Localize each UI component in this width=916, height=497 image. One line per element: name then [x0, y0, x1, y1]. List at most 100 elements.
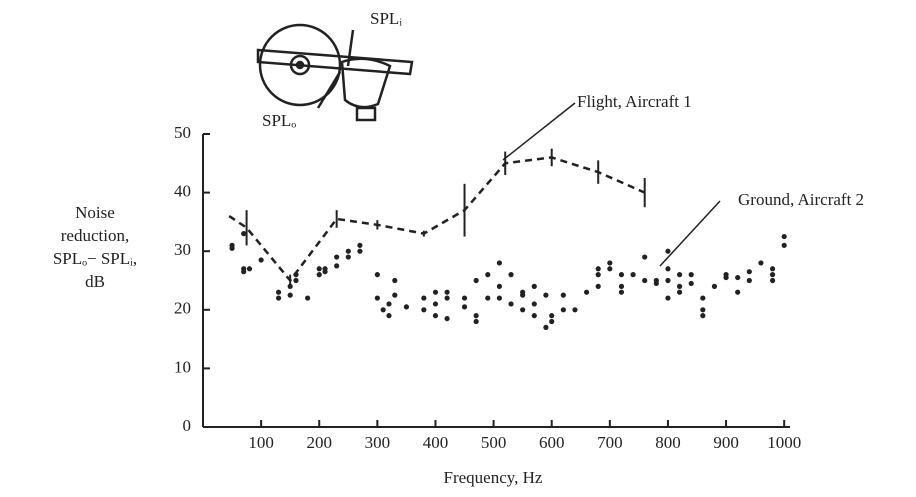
leader-line: [502, 102, 576, 161]
ground-point: [642, 254, 648, 260]
ground-point: [345, 248, 351, 254]
y-axis-label-line: reduction,: [61, 226, 129, 245]
x-tick-label: 600: [539, 433, 565, 452]
ground-point: [293, 277, 299, 284]
ground-point: [246, 266, 253, 272]
y-tick-label: 20: [174, 299, 191, 318]
ground-point: [473, 277, 479, 284]
diagram-label: SPLᵢ: [370, 9, 402, 28]
ground-point: [508, 272, 514, 278]
ground-point: [607, 260, 613, 266]
x-tick-label: 1000: [767, 433, 801, 452]
ground-point: [746, 269, 752, 275]
ground-point: [700, 307, 706, 313]
y-tick-label: 0: [183, 416, 192, 435]
ground-point: [444, 295, 450, 301]
y-axis-label: Noise reduction, SPLₒ− SPLᵢ, dB: [53, 203, 137, 291]
ground-point: [700, 313, 706, 319]
x-tick-label: 400: [423, 433, 449, 452]
ground-point: [746, 277, 752, 284]
ground-point: [392, 292, 398, 298]
ground-point: [305, 295, 311, 301]
ground-point: [607, 266, 613, 272]
leader-line: [659, 200, 721, 267]
annotation: Flight, Aircraft 1: [577, 92, 692, 111]
ground-point: [549, 318, 555, 325]
ground-point: [241, 269, 247, 275]
ground-point: [543, 324, 549, 330]
ground-point: [560, 292, 566, 298]
y-axis-label-line: Noise: [75, 203, 115, 222]
ground-point: [520, 307, 526, 313]
ground-point: [676, 289, 683, 295]
ground-point: [496, 283, 503, 289]
ground-point: [508, 301, 514, 307]
ground-point: [432, 301, 439, 307]
ground-point: [769, 266, 776, 272]
ground-point: [665, 266, 671, 272]
ground-point: [334, 263, 340, 269]
ground-point: [496, 295, 503, 301]
x-tick-label: 800: [655, 433, 681, 452]
x-tick-label: 900: [713, 433, 739, 452]
ground-point: [531, 301, 537, 307]
ground-point: [531, 283, 537, 289]
ground-point: [258, 257, 264, 263]
ground-point: [386, 313, 392, 319]
ground-point: [316, 266, 322, 272]
ground-point: [618, 289, 625, 295]
ground-point: [421, 307, 427, 313]
ground-point: [386, 301, 392, 307]
ground-point: [444, 289, 450, 295]
flight-line: [228, 156, 646, 283]
ground-point: [432, 313, 439, 319]
ground-point: [275, 289, 282, 295]
ground-point: [473, 313, 479, 319]
ground-point: [334, 254, 340, 260]
y-tick-label: 10: [174, 357, 191, 376]
ground-point: [485, 295, 491, 301]
ground-point: [642, 277, 648, 284]
ground-point: [653, 280, 659, 287]
ground-point: [392, 277, 398, 284]
ground-point: [595, 283, 601, 289]
ground-point: [357, 242, 363, 248]
ground-point: [357, 248, 363, 254]
ground-point: [520, 292, 526, 298]
ground-point: [403, 304, 410, 310]
ground-point: [461, 295, 468, 301]
y-tick-label: 50: [174, 123, 191, 142]
ground-point: [374, 295, 380, 301]
ground-point: [700, 295, 706, 301]
annotation: Ground, Aircraft 2: [738, 190, 864, 209]
ground-point: [572, 307, 578, 313]
ground-point: [432, 289, 439, 295]
ground-point: [735, 274, 741, 281]
x-tick-label: 300: [365, 433, 391, 452]
ground-point: [316, 272, 322, 278]
ground-point: [769, 277, 776, 284]
ground-point: [618, 283, 625, 289]
ground-point: [735, 289, 741, 295]
ground-point: [549, 313, 555, 319]
x-axis-label: Frequency, Hz: [444, 468, 543, 487]
y-tick-label: 30: [174, 240, 191, 259]
ground-point: [618, 272, 625, 278]
ground-point: [374, 272, 380, 278]
ground-point: [758, 260, 764, 266]
ground-point: [473, 318, 479, 325]
y-axis-label-line: dB: [85, 272, 105, 291]
ground-point: [322, 269, 328, 275]
ground-point: [595, 272, 601, 278]
ground-point: [630, 272, 636, 278]
ground-point: [345, 254, 351, 260]
ground-point: [461, 304, 468, 310]
ground-point: [676, 283, 683, 289]
ground-point: [275, 295, 282, 301]
ground-point: [595, 266, 601, 272]
y-tick-label: 40: [174, 182, 191, 201]
ground-point: [781, 242, 787, 248]
ground-point: [444, 315, 450, 322]
ground-point: [293, 272, 299, 278]
x-tick-label: 200: [306, 433, 332, 452]
